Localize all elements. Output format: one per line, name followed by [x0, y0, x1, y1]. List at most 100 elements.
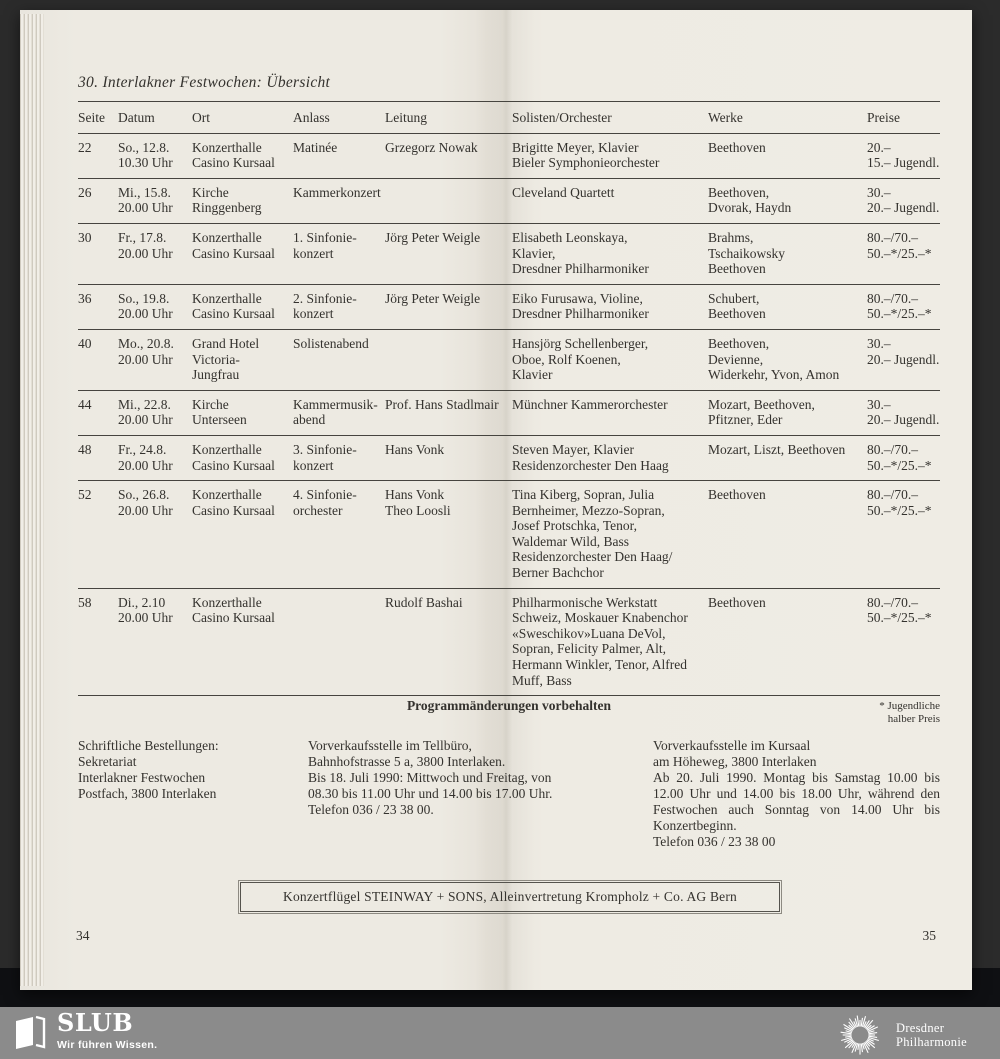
table-row: 36 So., 19.8. 20.00 Uhr Konzerthalle Cas… — [78, 283, 940, 329]
cell-preise: 30.– 20.– Jugendl. — [867, 396, 940, 428]
cell-leitung — [385, 336, 512, 383]
cell-preise: 80.–/70.– 50.–*/25.–* — [867, 441, 932, 473]
cell-seite: 22 — [78, 139, 92, 155]
cell-solisten: Eiko Furusawa, Violine, Dresdner Philhar… — [512, 290, 649, 322]
cell-seite: 52 — [78, 487, 92, 503]
cell-werke: Schubert, Beethoven — [708, 290, 766, 322]
cell-ort: Konzerthalle Casino Kursaal — [192, 594, 275, 626]
ordering-presale-kursaal: Vorverkaufsstelle im Kursaal am Höheweg,… — [653, 738, 940, 849]
cell-solisten: Hansjörg Schellenberger, Oboe, Rolf Koen… — [512, 335, 649, 383]
table-row: 44 Mi., 22.8. 20.00 Uhr Kirche Unterseen… — [78, 389, 940, 435]
cell-solisten: Brigitte Meyer, Klavier Bieler Symphonie… — [512, 139, 660, 171]
cell-werke: Mozart, Beethoven, Pfitzner, Eder — [708, 396, 815, 428]
cell-ort: Konzerthalle Casino Kursaal — [192, 487, 275, 518]
column-header-datum: Datum — [118, 110, 155, 125]
cell-seite: 44 — [78, 396, 92, 412]
philharmonie-starburst-icon — [840, 1015, 879, 1055]
table-row: 48 Fr., 24.8. 20.00 Uhr Konzerthalle Cas… — [78, 434, 940, 480]
cell-leitung: Jörg Peter Weigle — [385, 290, 481, 306]
column-header-seite: Seite — [78, 110, 105, 125]
column-header-anlass: Anlass — [293, 110, 330, 125]
column-header-werke: Werke — [708, 110, 743, 125]
page-number-right: 35 — [922, 928, 937, 943]
cell-werke: Beethoven, Devienne, Widerkehr, Yvon, Am… — [708, 335, 840, 383]
cell-seite: 30 — [78, 229, 92, 245]
cell-preise: 80.–/70.– 50.–*/25.–* — [867, 290, 932, 322]
cell-seite: 36 — [78, 290, 92, 306]
cell-anlass: 1. Sinfonie- konzert — [293, 229, 357, 261]
steinway-advert-box: Konzertflügel STEINWAY + SONS, Alleinver… — [238, 880, 782, 914]
cell-werke: Brahms, Tschaikowsky Beethoven — [708, 229, 786, 277]
cell-preise: 80.–/70.– 50.–*/25.–* — [867, 229, 932, 261]
cell-solisten: Cleveland Quartett — [512, 184, 615, 200]
cell-ort: Konzerthalle Casino Kursaal — [192, 229, 275, 261]
slub-name: SLUB — [57, 1008, 134, 1037]
cell-ort: Konzerthalle Casino Kursaal — [192, 139, 275, 171]
column-header-solisten: Solisten/Orchester — [512, 110, 612, 125]
page-number-left: 34 — [76, 928, 90, 943]
table-row: 40 Mo., 20.8. 20.00 Uhr Grand Hotel Vict… — [78, 328, 940, 390]
cell-datum: Fr., 24.8. 20.00 Uhr — [118, 441, 173, 473]
cell-ort: Konzerthalle Casino Kursaal — [192, 290, 275, 322]
cell-seite: 48 — [78, 441, 92, 457]
table-notes: Programmänderungen vorbehalten * Jugendl… — [78, 698, 940, 725]
table-row: 22 So., 12.8. 10.30 Uhr Konzerthalle Cas… — [78, 132, 940, 178]
cell-seite: 26 — [78, 184, 92, 200]
cell-ort: Grand Hotel Victoria- Jungfrau — [192, 335, 260, 383]
cell-anlass: Kammermusik- abend — [293, 396, 378, 428]
cell-werke: Beethoven, Dvorak, Haydn — [708, 184, 792, 216]
cell-datum: Mi., 22.8. 20.00 Uhr — [118, 396, 173, 428]
price-footnote: * Jugendliche halber Preis — [879, 700, 940, 725]
cell-seite: 58 — [78, 594, 92, 610]
stacked-page-edges — [20, 14, 44, 986]
cell-anlass: 2. Sinfonie- konzert — [293, 290, 357, 322]
cell-werke: Mozart, Liszt, Beethoven — [708, 441, 846, 457]
cell-werke: Beethoven — [708, 139, 766, 155]
cell-leitung: Hans Vonk — [385, 441, 445, 457]
cell-preise: 80.–/70.– 50.–*/25.–* — [867, 487, 932, 518]
column-header-ort: Ort — [192, 110, 210, 125]
cell-werke: Beethoven — [708, 594, 766, 610]
cell-preise: 20.– 15.– Jugendl. — [867, 139, 940, 171]
slub-logo: SLUB Wir führen Wissen. — [13, 1010, 157, 1054]
cell-leitung: Jörg Peter Weigle — [385, 229, 481, 245]
cell-leitung — [385, 185, 512, 216]
table-row: 52 So., 26.8. 20.00 Uhr Konzerthalle Cas… — [78, 480, 940, 588]
table-row: 58 Di., 2.10 20.00 Uhr Konzerthalle Casi… — [78, 587, 940, 696]
column-header-leitung: Leitung — [385, 110, 427, 125]
cell-preise: 30.– 20.– Jugendl. — [867, 184, 940, 216]
cell-anlass: Matinée — [293, 139, 338, 155]
ordering-presale-tellbuero: Vorverkaufsstelle im Tellbüro, Bahnhofst… — [308, 738, 553, 817]
cell-ort: Konzerthalle Casino Kursaal — [192, 441, 275, 473]
cell-preise: 30.– 20.– Jugendl. — [867, 335, 940, 367]
cell-anlass: Solistenabend — [293, 335, 369, 351]
cell-anlass: Kammerkonzert — [293, 184, 381, 200]
page-title: 30. Interlakner Festwochen: Übersicht — [78, 74, 940, 102]
cell-leitung: Grzegorz Nowak — [385, 139, 478, 155]
cell-leitung: Rudolf Bashai — [385, 594, 463, 610]
cell-solisten: Münchner Kammerorchester — [512, 396, 668, 412]
page-content: 30. Interlakner Festwochen: Übersicht Se… — [76, 10, 940, 990]
slub-book-icon — [16, 1015, 46, 1049]
cell-ort: Kirche Ringgenberg — [192, 184, 262, 216]
slub-tagline: Wir führen Wissen. — [57, 1039, 158, 1051]
table-body: 22 So., 12.8. 10.30 Uhr Konzerthalle Cas… — [78, 132, 940, 696]
cell-solisten: Tina Kiberg, Sopran, Julia Bernheimer, M… — [512, 487, 673, 581]
cell-datum: So., 26.8. 20.00 Uhr — [118, 487, 173, 518]
cell-anlass: 4. Sinfonie- orchester — [293, 487, 357, 518]
cell-solisten: Steven Mayer, Klavier Residenzorchester … — [512, 441, 669, 473]
cell-ort: Kirche Unterseen — [192, 396, 247, 428]
cell-preise: 80.–/70.– 50.–*/25.–* — [867, 594, 932, 626]
cell-datum: Di., 2.10 20.00 Uhr — [118, 594, 173, 626]
cell-leitung: Hans Vonk Theo Loosli — [385, 487, 451, 518]
ordering-written-orders: Schriftliche Bestellungen: Sekretariat I… — [78, 738, 219, 801]
cell-anlass — [293, 595, 385, 689]
concert-overview-table: Seite Datum Ort Anlass Leitung Solisten/… — [78, 103, 940, 697]
column-header-preise: Preise — [867, 110, 900, 125]
cell-solisten: Elisabeth Leonskaya, Klavier, Dresdner P… — [512, 229, 649, 277]
table-row: 26 Mi., 15.8. 20.00 Uhr Kirche Ringgenbe… — [78, 177, 940, 223]
cell-anlass: 3. Sinfonie- konzert — [293, 441, 357, 473]
cell-seite: 40 — [78, 335, 92, 351]
cell-werke: Beethoven — [708, 487, 766, 503]
cell-datum: Mo., 20.8. 20.00 Uhr — [118, 335, 174, 367]
